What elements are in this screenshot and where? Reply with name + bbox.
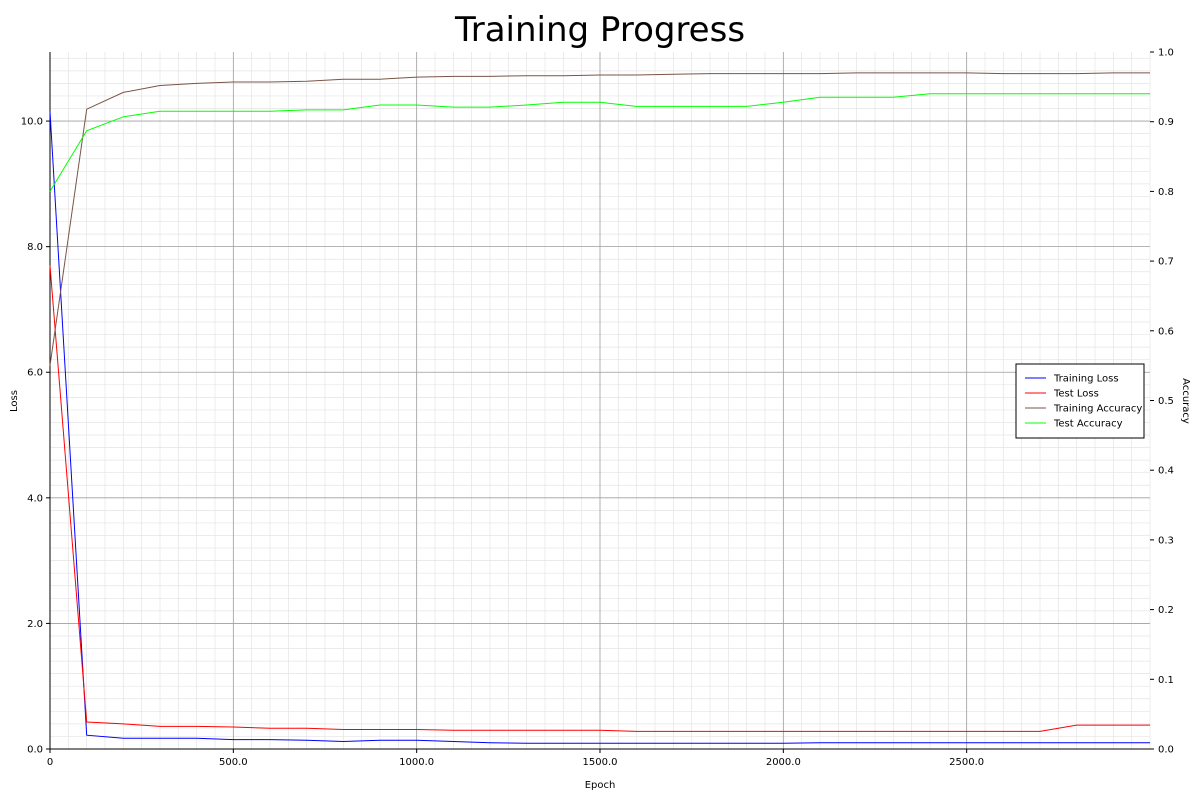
y-left-tick-label: 6.0: [27, 368, 43, 379]
y-right-tick-label: 0.4: [1158, 466, 1174, 477]
y-left-tick-label: 0.0: [27, 745, 43, 756]
legend: Training Loss Test Loss Training Accuracy T…: [1015, 363, 1145, 439]
series-line-training-accuracy: [49, 72, 1150, 366]
x-tick-label: 0: [47, 757, 53, 768]
series-line-test-loss: [49, 265, 1150, 732]
legend-box: [1015, 363, 1145, 439]
series-layer: [49, 72, 1150, 744]
y-right-tick-label: 0.0: [1158, 745, 1174, 756]
y-right-tick-label: 0.1: [1158, 675, 1174, 686]
tick-labels: 0 500.0 1000.0 1500.0 2000.0 2500.0 0.0 2.0 4.0 6…: [21, 48, 1174, 769]
chart-title: Training Progress: [454, 10, 745, 50]
y-left-tick-label: 10.0: [21, 117, 43, 128]
y-right-tick-label: 0.3: [1158, 535, 1174, 546]
series-line-test-accuracy: [49, 93, 1150, 192]
y-axis-left-label: Loss: [9, 390, 20, 412]
y-axis-right-label: Accuracy: [1180, 378, 1191, 424]
y-left-tick-label: 4.0: [27, 493, 43, 504]
legend-label: Test Loss: [1053, 389, 1099, 400]
y-left-tick-label: 8.0: [27, 242, 43, 253]
y-left-tick-label: 2.0: [27, 619, 43, 630]
x-axis-label: Epoch: [585, 780, 616, 791]
y-right-tick-label: 0.7: [1158, 257, 1174, 268]
legend-label: Training Loss: [1053, 374, 1119, 385]
x-tick-label: 2500.0: [949, 757, 984, 768]
x-tick-label: 1500.0: [583, 757, 618, 768]
y-right-tick-label: 0.5: [1158, 396, 1174, 407]
series-line-training-loss: [49, 111, 1150, 744]
x-tick-label: 500.0: [219, 757, 248, 768]
legend-label: Training Accuracy: [1053, 404, 1142, 415]
y-right-tick-label: 0.8: [1158, 187, 1174, 198]
x-tick-label: 1000.0: [399, 757, 434, 768]
y-right-tick-label: 0.6: [1158, 326, 1174, 337]
y-right-tick-label: 0.2: [1158, 605, 1174, 616]
legend-label: Test Accuracy: [1053, 419, 1123, 430]
y-right-tick-label: 1.0: [1158, 48, 1174, 59]
x-tick-label: 2000.0: [766, 757, 801, 768]
y-right-tick-label: 0.9: [1158, 117, 1174, 128]
